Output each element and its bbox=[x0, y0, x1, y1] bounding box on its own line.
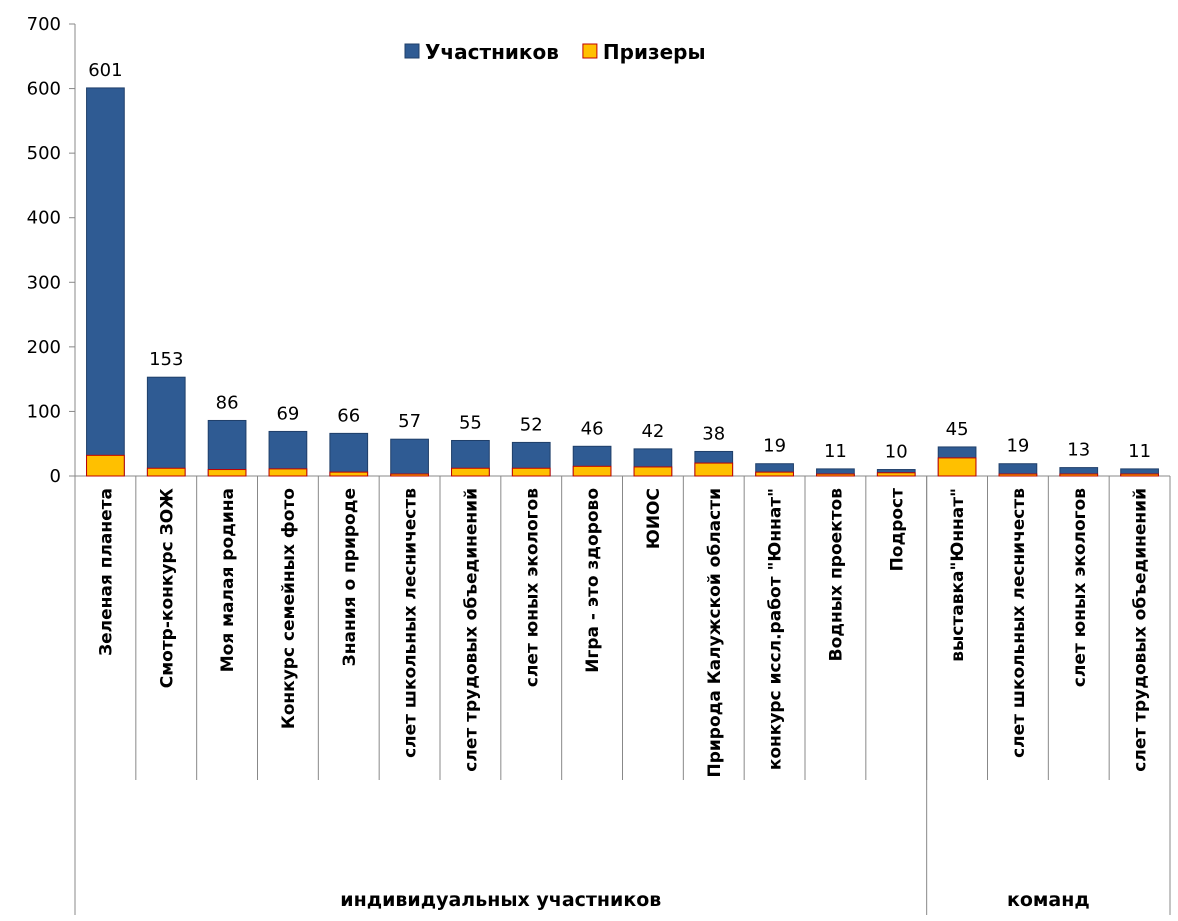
bar bbox=[268, 468, 308, 477]
bar bbox=[86, 87, 125, 477]
x-tick-label: слет трудовых объединений bbox=[1131, 488, 1151, 772]
x-tick-label: слет школьных лесничеств bbox=[401, 488, 421, 758]
y-tick-label: 700 bbox=[27, 14, 61, 35]
x-tick-label: конкурс иссл.работ "Юннат" bbox=[766, 488, 786, 770]
y-tick-label: 300 bbox=[27, 272, 61, 293]
y-tick-label: 600 bbox=[27, 79, 61, 100]
bar bbox=[451, 467, 490, 477]
bar bbox=[390, 438, 429, 477]
value-label: 153 bbox=[149, 349, 183, 370]
value-label: 11 bbox=[1128, 441, 1151, 462]
bar bbox=[694, 462, 734, 477]
bar bbox=[572, 465, 612, 477]
bar bbox=[998, 473, 1038, 477]
x-tick-label: выставка"Юннат" bbox=[948, 488, 968, 662]
bar bbox=[207, 419, 247, 477]
value-label: 45 bbox=[946, 419, 969, 440]
value-label: 13 bbox=[1067, 440, 1090, 461]
value-label: 19 bbox=[763, 436, 786, 457]
bar bbox=[1059, 473, 1099, 477]
legend-swatch bbox=[582, 43, 598, 59]
x-tick-label: Подрост bbox=[887, 488, 907, 572]
y-tick-label: 200 bbox=[27, 337, 61, 358]
y-tick-label: 500 bbox=[27, 143, 61, 164]
value-label: 11 bbox=[824, 441, 847, 462]
group-label: команд bbox=[1007, 889, 1090, 911]
bar bbox=[329, 432, 369, 477]
value-label: 69 bbox=[276, 403, 299, 424]
bar bbox=[146, 376, 186, 477]
x-tick-label: Игра - это здорово bbox=[583, 488, 603, 673]
x-tick-label: ЮИОС bbox=[644, 488, 664, 549]
bar bbox=[937, 457, 977, 477]
group-label: индивидуальных участников bbox=[340, 889, 661, 911]
value-label: 601 bbox=[88, 60, 122, 81]
bar bbox=[1120, 473, 1159, 477]
bar bbox=[633, 466, 673, 477]
value-label: 46 bbox=[581, 418, 604, 439]
value-label: 55 bbox=[459, 412, 482, 433]
x-tick-label: слет школьных лесничеств bbox=[1009, 488, 1029, 758]
bar bbox=[146, 467, 186, 477]
value-label: 42 bbox=[641, 421, 664, 442]
value-label: 10 bbox=[885, 442, 908, 463]
y-tick-label: 0 bbox=[50, 466, 61, 487]
value-label: 52 bbox=[520, 414, 543, 435]
bar bbox=[511, 467, 551, 477]
value-label: 66 bbox=[337, 405, 360, 426]
x-tick-label: Знания о природе bbox=[340, 488, 360, 666]
value-label: 19 bbox=[1006, 436, 1029, 457]
bar bbox=[329, 471, 369, 477]
bar bbox=[876, 472, 916, 477]
legend-label: Участников bbox=[425, 40, 559, 64]
y-tick-label: 400 bbox=[27, 208, 61, 229]
legend-label: Призеры bbox=[603, 40, 706, 64]
x-tick-label: Природа Калужской области bbox=[705, 488, 725, 778]
x-tick-label: Зеленая планета bbox=[96, 488, 116, 656]
bar bbox=[390, 473, 429, 477]
y-tick-label: 100 bbox=[27, 401, 61, 422]
value-label: 57 bbox=[398, 411, 421, 432]
x-tick-label: слет трудовых объединений bbox=[461, 488, 481, 772]
bar bbox=[86, 454, 125, 477]
x-tick-label: Водных проектов bbox=[826, 488, 846, 662]
x-tick-label: Смотр-конкурс ЗОЖ bbox=[157, 488, 177, 688]
x-tick-label: слет юных экологов bbox=[522, 488, 542, 687]
value-label: 86 bbox=[216, 392, 239, 413]
bar bbox=[755, 471, 794, 477]
bar bbox=[816, 473, 855, 477]
value-label: 38 bbox=[702, 423, 725, 444]
x-tick-label: Моя малая родина bbox=[218, 488, 238, 672]
legend-swatch bbox=[404, 43, 420, 59]
x-tick-label: Конкурс семейных фото bbox=[279, 488, 299, 729]
bar bbox=[207, 469, 247, 477]
x-tick-label: слет юных экологов bbox=[1070, 488, 1090, 687]
